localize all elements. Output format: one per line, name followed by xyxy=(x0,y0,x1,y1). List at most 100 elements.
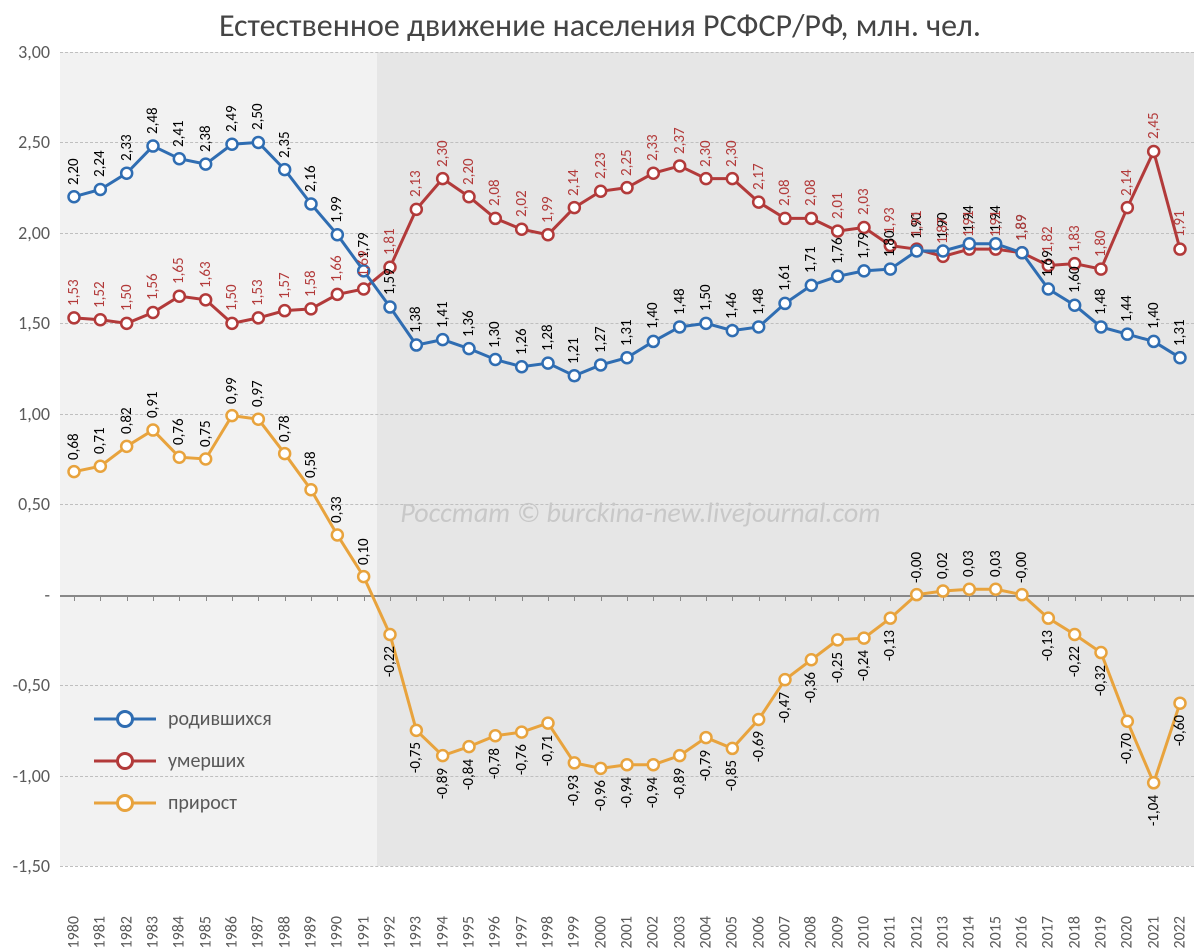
series-marker-increase xyxy=(543,718,554,729)
series-marker-increase xyxy=(648,759,659,770)
series-marker-deaths xyxy=(332,289,343,300)
series-marker-births xyxy=(174,153,185,164)
data-label-deaths: 1,82 xyxy=(1039,227,1057,254)
series-marker-increase xyxy=(1043,613,1054,624)
data-label-births: 2,38 xyxy=(197,126,215,153)
data-label-births: 1,38 xyxy=(407,306,425,333)
series-marker-deaths xyxy=(437,173,448,184)
series-marker-deaths xyxy=(1096,264,1107,275)
data-label-deaths: 2,30 xyxy=(697,140,715,167)
data-label-births: 1,80 xyxy=(881,231,899,258)
series-marker-deaths xyxy=(1122,202,1133,213)
data-label-deaths: 1,50 xyxy=(118,285,136,312)
series-marker-births xyxy=(1017,247,1028,258)
series-marker-increase xyxy=(121,441,132,452)
series-marker-increase xyxy=(622,759,633,770)
data-label-deaths: 2,08 xyxy=(802,180,820,207)
series-marker-births xyxy=(806,280,817,291)
legend: родившихся умерших прирост xyxy=(80,690,286,832)
series-marker-births xyxy=(674,321,685,332)
data-label-births: 1,31 xyxy=(618,319,636,346)
series-marker-deaths xyxy=(200,294,211,305)
data-label-births: 1,40 xyxy=(1145,303,1163,330)
data-label-deaths: 2,20 xyxy=(460,158,478,185)
data-label-increase: 0,71 xyxy=(91,428,109,455)
data-label-deaths: 1,63 xyxy=(197,261,215,288)
series-marker-deaths xyxy=(780,213,791,224)
data-label-births: 1,48 xyxy=(750,288,768,315)
series-marker-births xyxy=(385,302,396,313)
series-marker-increase xyxy=(464,741,475,752)
series-marker-births xyxy=(200,159,211,170)
series-marker-deaths xyxy=(69,312,80,323)
series-marker-increase xyxy=(385,629,396,640)
legend-label: прирост xyxy=(168,791,237,815)
data-label-deaths: 2,30 xyxy=(723,140,741,167)
series-marker-births xyxy=(1122,329,1133,340)
series-marker-births xyxy=(938,245,949,256)
data-label-births: 1,76 xyxy=(829,238,847,265)
series-marker-increase xyxy=(832,634,843,645)
series-marker-deaths xyxy=(148,307,159,318)
series-marker-deaths xyxy=(279,305,290,316)
data-label-increase: -0,69 xyxy=(750,731,768,762)
data-label-deaths: 2,23 xyxy=(592,153,610,180)
legend-item-deaths: умерших xyxy=(94,740,272,782)
series-marker-deaths xyxy=(227,318,238,329)
data-label-increase: -0,78 xyxy=(486,748,504,779)
series-marker-births xyxy=(306,198,317,209)
legend-label: родившихся xyxy=(168,707,272,731)
data-label-increase: -1,04 xyxy=(1145,795,1163,826)
series-marker-births xyxy=(543,358,554,369)
data-label-increase: 0,82 xyxy=(118,408,136,435)
series-marker-deaths xyxy=(543,229,554,240)
data-label-deaths: 1,80 xyxy=(1092,231,1110,258)
series-marker-births xyxy=(622,352,633,363)
series-marker-increase xyxy=(490,730,501,741)
data-label-deaths: 2,08 xyxy=(776,180,794,207)
data-label-births: 1,79 xyxy=(855,232,873,259)
data-label-increase: -0,22 xyxy=(381,646,399,677)
data-label-increase: -0,94 xyxy=(618,777,636,808)
series-marker-deaths xyxy=(464,191,475,202)
series-marker-increase xyxy=(964,584,975,595)
series-marker-increase xyxy=(332,529,343,540)
data-label-increase: -0,75 xyxy=(407,742,425,773)
data-label-births: 2,24 xyxy=(91,151,109,178)
data-label-births: 1,69 xyxy=(1039,250,1057,277)
data-label-births: 1,59 xyxy=(381,268,399,295)
series-marker-increase xyxy=(411,725,422,736)
data-label-deaths: 1,83 xyxy=(1066,225,1084,252)
series-marker-births xyxy=(859,265,870,276)
series-marker-increase xyxy=(938,586,949,597)
data-label-increase: -0,96 xyxy=(592,780,610,811)
series-marker-increase xyxy=(227,410,238,421)
data-label-increase: 0,02 xyxy=(934,552,952,579)
data-label-increase: -0,89 xyxy=(434,768,452,799)
series-marker-deaths xyxy=(253,312,264,323)
data-label-births: 2,20 xyxy=(65,158,83,185)
series-marker-increase xyxy=(1122,716,1133,727)
data-label-deaths: 1,89 xyxy=(1013,214,1031,241)
series-marker-births xyxy=(1096,321,1107,332)
data-label-increase: 0,91 xyxy=(144,391,162,418)
data-label-increase: -0,85 xyxy=(723,760,741,791)
series-marker-births xyxy=(516,361,527,372)
legend-swatch xyxy=(94,793,156,813)
series-marker-births xyxy=(753,321,764,332)
series-marker-births xyxy=(490,354,501,365)
data-label-deaths: 1,57 xyxy=(276,272,294,299)
data-label-increase: -0,93 xyxy=(565,775,583,806)
data-label-increase: -0,13 xyxy=(1039,630,1057,661)
series-marker-increase xyxy=(1096,647,1107,658)
series-marker-deaths xyxy=(648,168,659,179)
series-marker-increase xyxy=(358,571,369,582)
series-marker-increase xyxy=(148,425,159,436)
series-marker-deaths xyxy=(306,303,317,314)
series-marker-deaths xyxy=(1175,244,1186,255)
data-label-births: 1,71 xyxy=(802,247,820,274)
series-marker-increase xyxy=(1069,629,1080,640)
data-label-deaths: 1,93 xyxy=(881,207,899,234)
data-label-increase: -0,84 xyxy=(460,759,478,790)
data-label-increase: -0,60 xyxy=(1171,715,1189,746)
